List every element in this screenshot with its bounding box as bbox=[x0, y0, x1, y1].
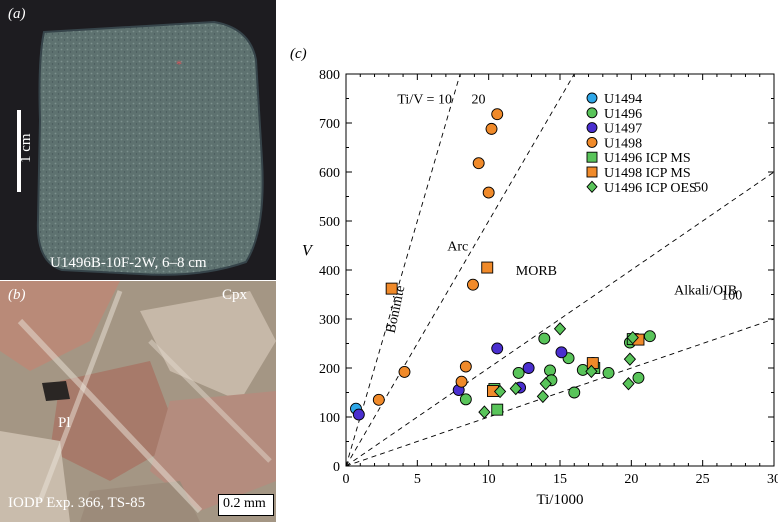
legend-marker-u1496-icp-oes bbox=[586, 180, 598, 193]
core-sample bbox=[36, 20, 264, 276]
x-tick-label: 0 bbox=[343, 472, 350, 487]
legend-marker-u1498-icp-ms bbox=[586, 166, 598, 178]
point-u1497 bbox=[491, 342, 504, 355]
axes-frame bbox=[345, 73, 775, 467]
ratio-label-10: Ti/V = 10 bbox=[397, 92, 452, 107]
point-u1496 bbox=[544, 364, 556, 377]
y-tick-label: 200 bbox=[319, 362, 340, 377]
field-label-morb: MORB bbox=[516, 264, 557, 279]
scale-label: 1 cm bbox=[18, 133, 34, 163]
point-u1496-icp-oes bbox=[622, 377, 635, 391]
point-u1496-icp-ms bbox=[491, 403, 504, 416]
point-u1496-icp-oes bbox=[478, 405, 491, 419]
x-axis-label: Ti/1000 bbox=[537, 492, 584, 508]
y-tick-label: 500 bbox=[319, 215, 340, 230]
point-u1496-icp-oes bbox=[553, 322, 567, 336]
point-u1498 bbox=[472, 157, 485, 170]
point-u1498 bbox=[459, 360, 472, 373]
point-u1496 bbox=[602, 366, 615, 379]
point-u1496 bbox=[568, 386, 581, 399]
field-label-alkalioib: Alkali/OIB bbox=[674, 284, 737, 299]
y-tick-label: 800 bbox=[319, 68, 340, 83]
micro-scale-label: 0.2 mm bbox=[223, 496, 266, 511]
legend-label-u1496-icp-oes: U1496 ICP OES bbox=[604, 181, 697, 196]
x-tick-label: 5 bbox=[414, 472, 421, 487]
sample-caption: U1496B-10F-2W, 6–8 cm bbox=[50, 255, 207, 271]
point-u1497 bbox=[352, 408, 365, 421]
point-u1498-icp-ms bbox=[385, 282, 398, 295]
legend-label-u1494: U1494 bbox=[604, 92, 642, 107]
y-tick-label: 0 bbox=[333, 460, 340, 475]
ratio-label-50: 50 bbox=[694, 181, 708, 196]
y-tick-label: 400 bbox=[319, 264, 340, 279]
point-u1498 bbox=[482, 186, 495, 199]
x-tick-label: 10 bbox=[482, 472, 496, 487]
point-u1496 bbox=[459, 393, 472, 406]
core-sample-drawing: * bbox=[0, 0, 276, 280]
point-u1497 bbox=[555, 346, 568, 359]
point-u1496-icp-oes bbox=[493, 384, 507, 399]
mineral-label-cpx: Cpx bbox=[222, 287, 248, 303]
ratio-line-10 bbox=[346, 74, 461, 466]
point-u1496 bbox=[538, 332, 551, 345]
point-u1498 bbox=[467, 278, 479, 291]
point-u1498 bbox=[491, 108, 504, 121]
point-u1498 bbox=[372, 393, 385, 406]
x-tick-label: 15 bbox=[553, 472, 567, 487]
core-photo-panel: * (a) 1 cm U1496B-10F-2W, 6–8 cm bbox=[0, 0, 276, 280]
thin-section-panel: (b) Cpx Pl IODP Exp. 366, TS-85 0.2 mm bbox=[0, 281, 276, 522]
y-tick-label: 700 bbox=[319, 117, 340, 132]
y-tick-label: 100 bbox=[319, 411, 340, 426]
point-u1496-icp-oes bbox=[536, 389, 549, 404]
panel-b-label: (b) bbox=[8, 287, 26, 303]
point-u1496-icp-oes bbox=[539, 377, 552, 391]
legend-marker-u1497 bbox=[586, 122, 598, 134]
point-u1496 bbox=[632, 371, 645, 384]
legend-label-u1496-icp-ms: U1496 ICP MS bbox=[604, 151, 691, 166]
micro-scale-box: 0.2 mm bbox=[218, 494, 274, 516]
thin-section-caption: IODP Exp. 366, TS-85 bbox=[8, 495, 146, 511]
point-u1498 bbox=[398, 365, 411, 378]
panel-c-label: (c) bbox=[290, 46, 307, 62]
y-tick-label: 600 bbox=[319, 166, 340, 181]
x-tick-label: 20 bbox=[624, 472, 638, 487]
point-u1496-icp-oes bbox=[509, 381, 522, 396]
point-u1496 bbox=[643, 330, 656, 343]
point-u1496-icp-oes bbox=[623, 352, 637, 366]
point-u1497 bbox=[522, 362, 535, 374]
field-labels: Ti/V = 10 2050100BoniniteArcMORBAlkali/OI… bbox=[384, 92, 742, 334]
legend-label-u1496: U1496 bbox=[604, 107, 642, 122]
sample-point-icon: * bbox=[176, 57, 182, 71]
point-u1498 bbox=[485, 122, 498, 135]
legend-marker-u1494 bbox=[586, 92, 598, 104]
point-u1496-icp-oes bbox=[585, 364, 598, 379]
legend-marker-u1496-icp-ms bbox=[586, 151, 598, 163]
ratio-label-100: 100 bbox=[721, 288, 742, 303]
legend-marker-u1498 bbox=[586, 136, 598, 148]
axes: 0 5 10 15 20 25 300100200300400500600700800Ti/… bbox=[302, 68, 778, 508]
point-u1496-icp-oes bbox=[626, 330, 639, 345]
ti-v-chart: (c) Ti/V = 10 2050100BoniniteArcMORBAlkal… bbox=[290, 46, 778, 508]
panel-a-label: (a) bbox=[8, 6, 26, 22]
y-tick-label: 300 bbox=[319, 313, 340, 328]
thin-section-drawing bbox=[0, 281, 276, 522]
point-u1498-icp-ms bbox=[481, 261, 494, 274]
x-tick-label: 30 bbox=[767, 472, 778, 487]
x-tick-label: 25 bbox=[696, 472, 710, 487]
ratio-label-20: 20 bbox=[472, 92, 486, 107]
ratio-line-100 bbox=[346, 318, 774, 466]
legend-marker-u1496 bbox=[586, 107, 598, 119]
mineral-label-pl: Pl bbox=[58, 415, 71, 431]
field-label-arc: Arc bbox=[447, 239, 468, 254]
data-points bbox=[350, 108, 656, 421]
point-u1498 bbox=[455, 375, 468, 388]
point-u1496 bbox=[512, 366, 525, 379]
legend-label-u1498-icp-ms: U1498 ICP MS bbox=[604, 166, 691, 181]
y-axis-label: V bbox=[302, 242, 314, 259]
ratio-line-50 bbox=[346, 171, 774, 466]
reference-lines bbox=[346, 74, 774, 466]
legend-label-u1498: U1498 bbox=[604, 136, 642, 151]
legend-label-u1497: U1497 bbox=[604, 122, 642, 137]
